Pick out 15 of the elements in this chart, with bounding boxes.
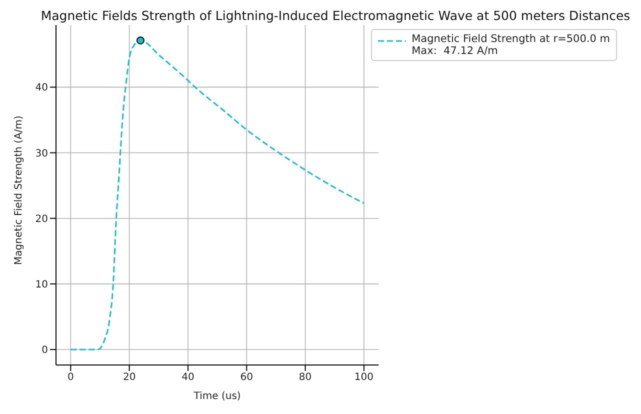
x-tick-label: 40 xyxy=(182,372,194,384)
x-axis-title: Time (us) xyxy=(192,391,241,402)
x-tick-label: 80 xyxy=(298,372,312,384)
legend-label: Magnetic Field Strength at r=500.0 m Max: 47.12 A/m xyxy=(412,33,610,57)
y-axis-title: Magnetic Field Strength (A/m) xyxy=(14,115,25,265)
y-tick-label: 40 xyxy=(35,82,48,94)
y-tick-label: 10 xyxy=(35,279,48,290)
x-tick-label: 20 xyxy=(122,372,136,384)
y-tick-label: 20 xyxy=(35,214,48,225)
x-tick-label: 60 xyxy=(240,372,253,384)
chart-title: Magnetic Fields Strength of Lightning-Induced Electromagnetic Wave at 500 meters Distances xyxy=(40,8,632,23)
y-tick-label: 0 xyxy=(42,345,48,356)
x-tick-label: 100 xyxy=(354,372,374,384)
y-tick-label: 30 xyxy=(35,148,48,160)
x-tick-label: 0 xyxy=(67,372,74,384)
